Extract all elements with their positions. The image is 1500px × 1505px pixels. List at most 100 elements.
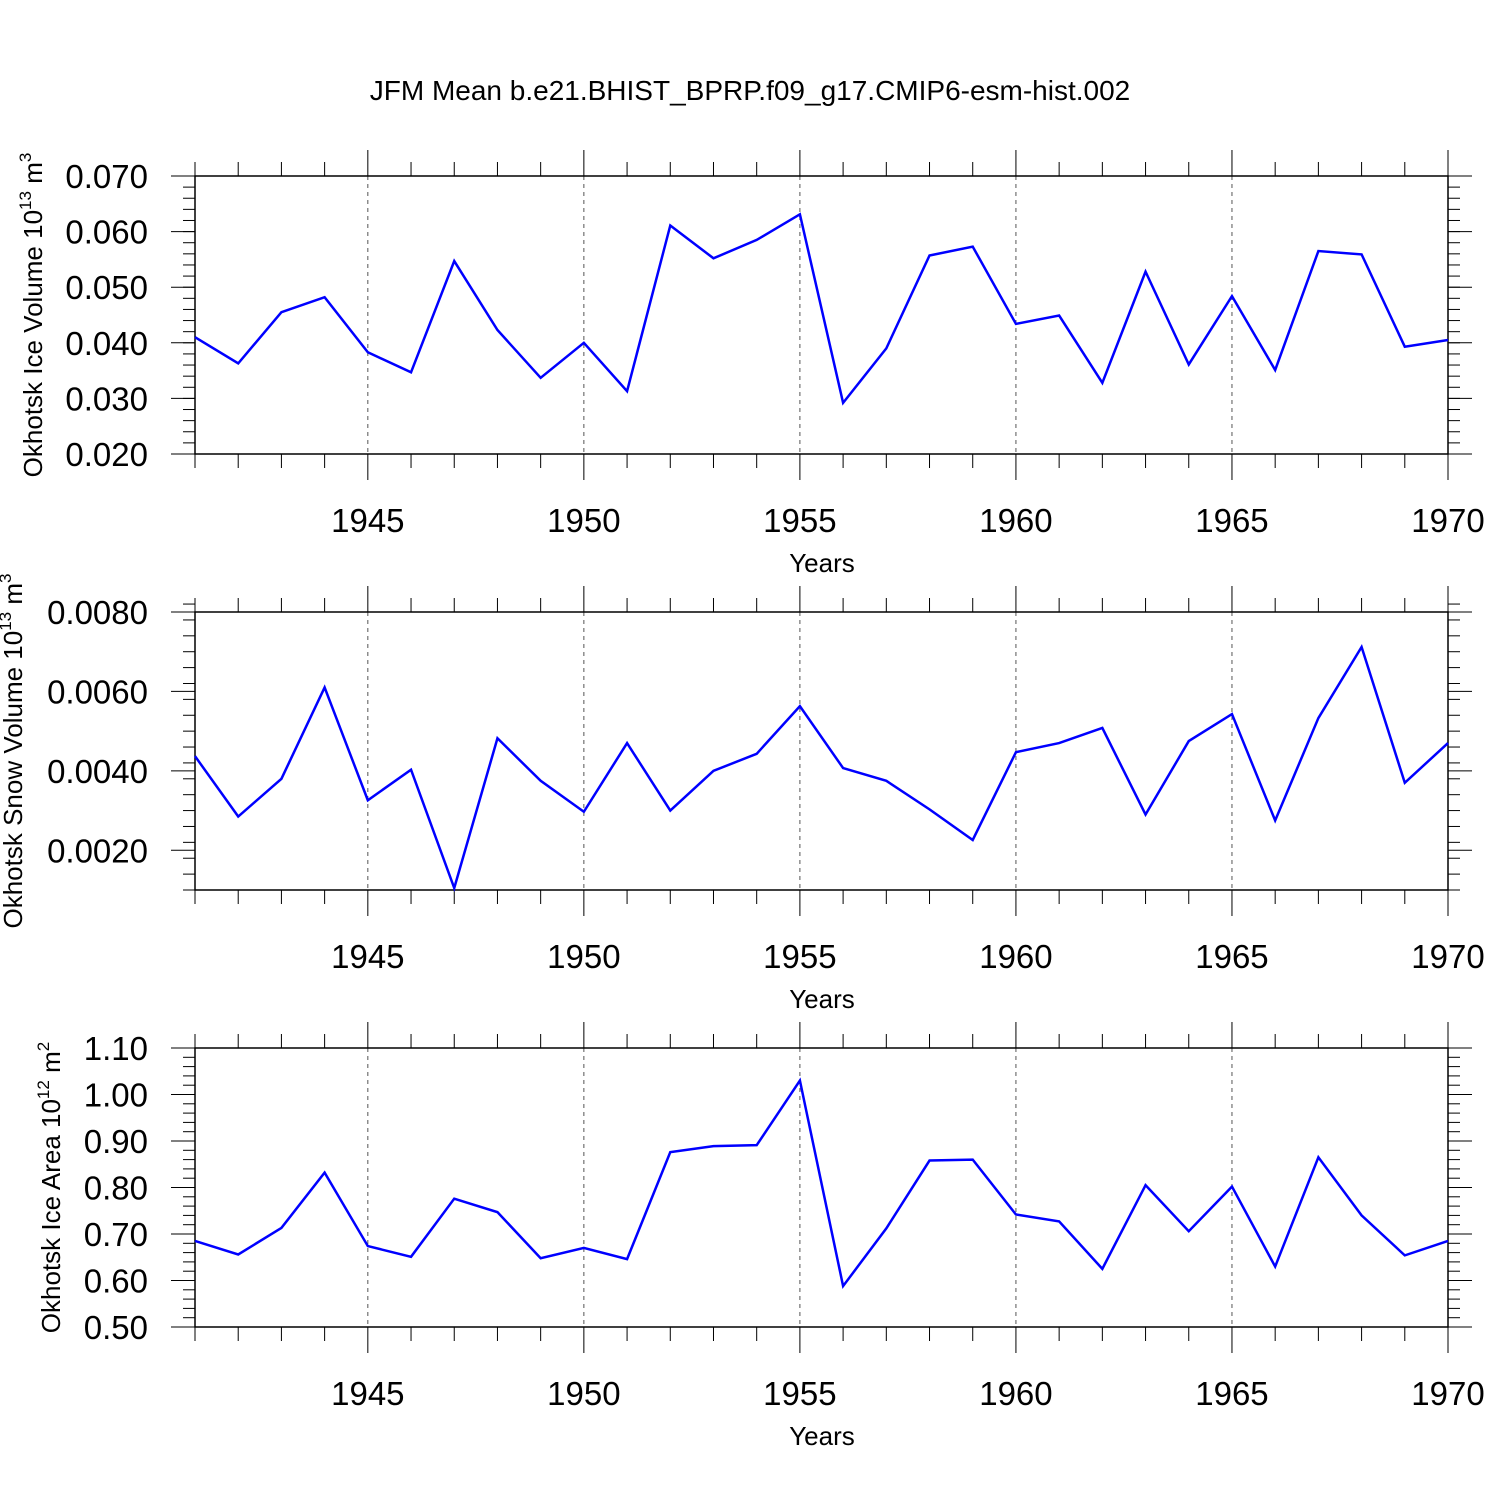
data-point [539, 376, 543, 380]
x-tick-label: 1950 [547, 1375, 620, 1412]
data-point [236, 361, 240, 365]
y-tick-label: 0.030 [65, 380, 148, 417]
data-point [409, 370, 413, 374]
y-tick-label: 0.060 [65, 214, 148, 251]
x-tick-label: 1965 [1195, 938, 1268, 975]
data-point [452, 886, 456, 890]
data-point [1446, 338, 1450, 342]
y-tick-label: 0.80 [84, 1170, 148, 1207]
data-point [971, 1158, 975, 1162]
data-point [495, 328, 499, 332]
data-point [236, 815, 240, 819]
data-point [1316, 716, 1320, 720]
data-point [1360, 645, 1364, 649]
data-point [884, 779, 888, 783]
data-point [755, 752, 759, 756]
data-point [711, 769, 715, 773]
data-point [323, 685, 327, 689]
x-tick-label: 1945 [331, 502, 404, 539]
x-tick-label: 1965 [1195, 1375, 1268, 1412]
y-tick-label: 1.00 [84, 1077, 148, 1114]
data-point [1187, 362, 1191, 366]
data-point [625, 741, 629, 745]
data-point [928, 807, 932, 811]
y-tick-label: 0.050 [65, 269, 148, 306]
data-point [798, 1079, 802, 1083]
data-point [1230, 712, 1234, 716]
data-point [1360, 1213, 1364, 1217]
chart-panels: 1945 1950 1955 1960 1965 1970 Years 0.020 0.030 0… [0, 150, 1485, 1451]
data-point [1230, 1185, 1234, 1189]
data-point [1316, 1155, 1320, 1159]
data-point [1057, 741, 1061, 745]
x-tick-label: 1970 [1411, 502, 1484, 539]
data-point [1187, 739, 1191, 743]
x-tick-label: 1960 [979, 938, 1052, 975]
data-point [1403, 345, 1407, 349]
data-point [668, 1150, 672, 1154]
series-line [193, 643, 1449, 893]
x-tick-label: 1945 [331, 1375, 404, 1412]
data-point [1057, 314, 1061, 318]
y-tick-label: 0.90 [84, 1123, 148, 1160]
data-point [1273, 368, 1277, 372]
data-point [1100, 726, 1104, 730]
data-point [1144, 1183, 1148, 1187]
x-axis-title: Years [789, 548, 855, 578]
x-tick-label: 1955 [763, 938, 836, 975]
data-point [279, 777, 283, 781]
data-point [755, 238, 759, 242]
data-point [971, 245, 975, 249]
chart-title: JFM Mean b.e21.BHIST_BPRP.f09_g17.CMIP6-… [370, 75, 1131, 106]
y-axis-title: Okhotsk Ice Area 1012 m2 [34, 1042, 66, 1333]
data-point [193, 335, 197, 339]
data-point [668, 809, 672, 813]
data-point [841, 401, 845, 405]
data-point [928, 254, 932, 258]
data-point [582, 810, 586, 814]
data-point [625, 1257, 629, 1261]
data-point [1144, 813, 1148, 817]
data-point [236, 1252, 240, 1256]
data-point [539, 779, 543, 783]
x-tick-label: 1945 [331, 938, 404, 975]
y-tick-label: 0.0040 [47, 753, 148, 790]
data-point [1014, 750, 1018, 754]
y-tick-label: 0.040 [65, 325, 148, 362]
x-tick-label: 1955 [763, 502, 836, 539]
x-axis-title: Years [789, 984, 855, 1014]
data-point [884, 1226, 888, 1230]
x-tick-label: 1955 [763, 1375, 836, 1412]
data-point [1446, 1239, 1450, 1243]
data-point [582, 341, 586, 345]
y-tick-label: 0.0080 [47, 594, 148, 631]
x-tick-label: 1970 [1411, 1375, 1484, 1412]
data-point [841, 766, 845, 770]
data-point [279, 310, 283, 314]
data-point [1144, 270, 1148, 274]
data-point [452, 259, 456, 263]
y-tick-label: 0.70 [84, 1216, 148, 1253]
data-point [1273, 1265, 1277, 1269]
x-tick-label: 1960 [979, 1375, 1052, 1412]
plot-frame [194, 175, 1449, 455]
data-point [193, 1239, 197, 1243]
data-point [668, 223, 672, 227]
data-point [1014, 1212, 1018, 1216]
data-point [495, 736, 499, 740]
data-point [1403, 1253, 1407, 1257]
y-tick-label: 0.50 [84, 1309, 148, 1346]
data-point [841, 1284, 845, 1288]
data-point [971, 838, 975, 842]
data-point [711, 256, 715, 260]
data-point [1100, 1267, 1104, 1271]
data-point [323, 1171, 327, 1175]
series-line [194, 212, 1449, 406]
x-tick-label: 1970 [1411, 938, 1484, 975]
data-point [323, 295, 327, 299]
data-point [798, 704, 802, 708]
data-point [1057, 1219, 1061, 1223]
data-point [279, 1226, 283, 1230]
